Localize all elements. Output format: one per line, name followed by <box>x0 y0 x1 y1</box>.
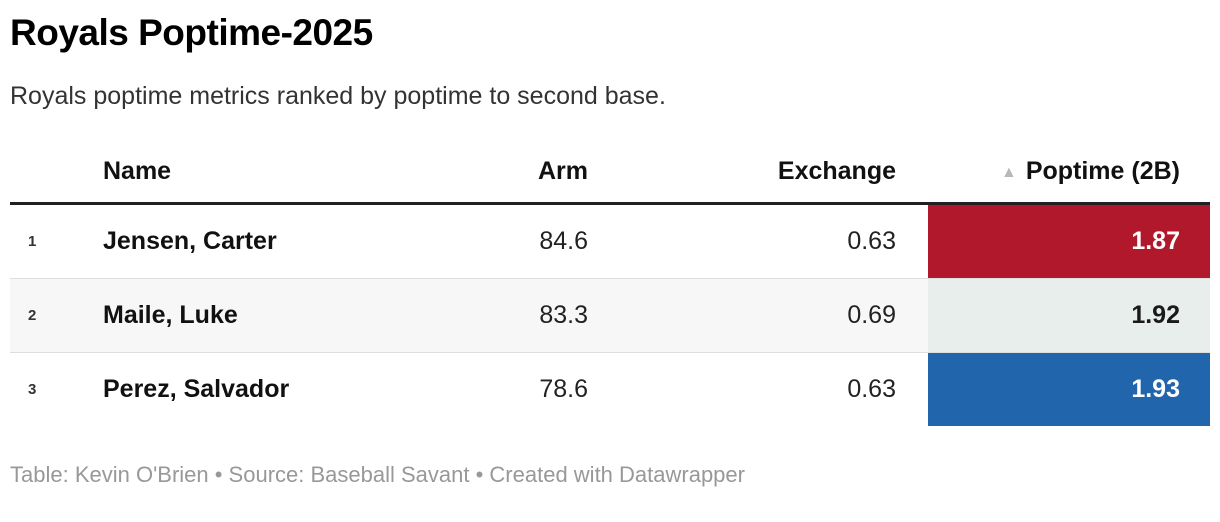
row-arm: 78.6 <box>358 351 588 426</box>
row-exchange: 0.63 <box>588 351 928 426</box>
row-arm: 84.6 <box>539 226 588 255</box>
row-exchange: 0.63 <box>847 226 896 255</box>
row-name: Perez, Salvador <box>103 351 358 426</box>
table-row: 1 Jensen, Carter 84.6 0.63 1.87 <box>10 203 1210 279</box>
table-row: 2 Maile, Luke 83.3 0.69 1.92 <box>10 277 1210 353</box>
column-header-rank <box>10 156 103 205</box>
row-name: Jensen, Carter <box>103 226 277 255</box>
page-title: Royals Poptime-2025 <box>10 12 373 53</box>
row-poptime: 1.93 <box>928 351 1210 426</box>
row-rank: 2 <box>10 277 103 353</box>
row-exchange: 0.69 <box>588 277 928 353</box>
page-subtitle: Royals poptime metrics ranked by poptime… <box>10 81 666 110</box>
table-row: 3 Perez, Salvador 78.6 0.63 1.93 <box>10 351 1210 426</box>
header-row: Name Arm Exchange ▲ Poptime (2B) <box>10 156 1210 205</box>
poptime-table: Name Arm Exchange ▲ Poptime (2B) 1 Jensen… <box>10 156 1210 426</box>
column-header-name[interactable]: Name <box>103 156 358 205</box>
row-arm: 83.3 <box>358 277 588 353</box>
row-rank: 3 <box>10 351 103 426</box>
column-header-arm[interactable]: Arm <box>358 156 588 205</box>
table-header: Name Arm Exchange ▲ Poptime (2B) <box>10 156 1210 205</box>
datawrapper-table-page: Royals Poptime-2025 Royals poptime metri… <box>10 12 1210 487</box>
row-poptime: 1.87 <box>928 203 1210 279</box>
row-poptime: 1.92 <box>928 277 1210 353</box>
column-header-exchange[interactable]: Exchange <box>588 156 928 205</box>
column-header-poptime[interactable]: ▲ Poptime (2B) <box>928 156 1210 205</box>
row-rank: 1 <box>28 232 37 250</box>
row-name: Maile, Luke <box>103 277 358 353</box>
sort-ascending-icon: ▲ <box>1000 163 1017 181</box>
attribution-footer: Table: Kevin O'Brien • Source: Baseball … <box>10 461 745 487</box>
table-body: 1 Jensen, Carter 84.6 0.63 1.87 2 Maile,… <box>10 203 1210 426</box>
column-header-poptime-label: Poptime (2B) <box>1025 156 1180 185</box>
